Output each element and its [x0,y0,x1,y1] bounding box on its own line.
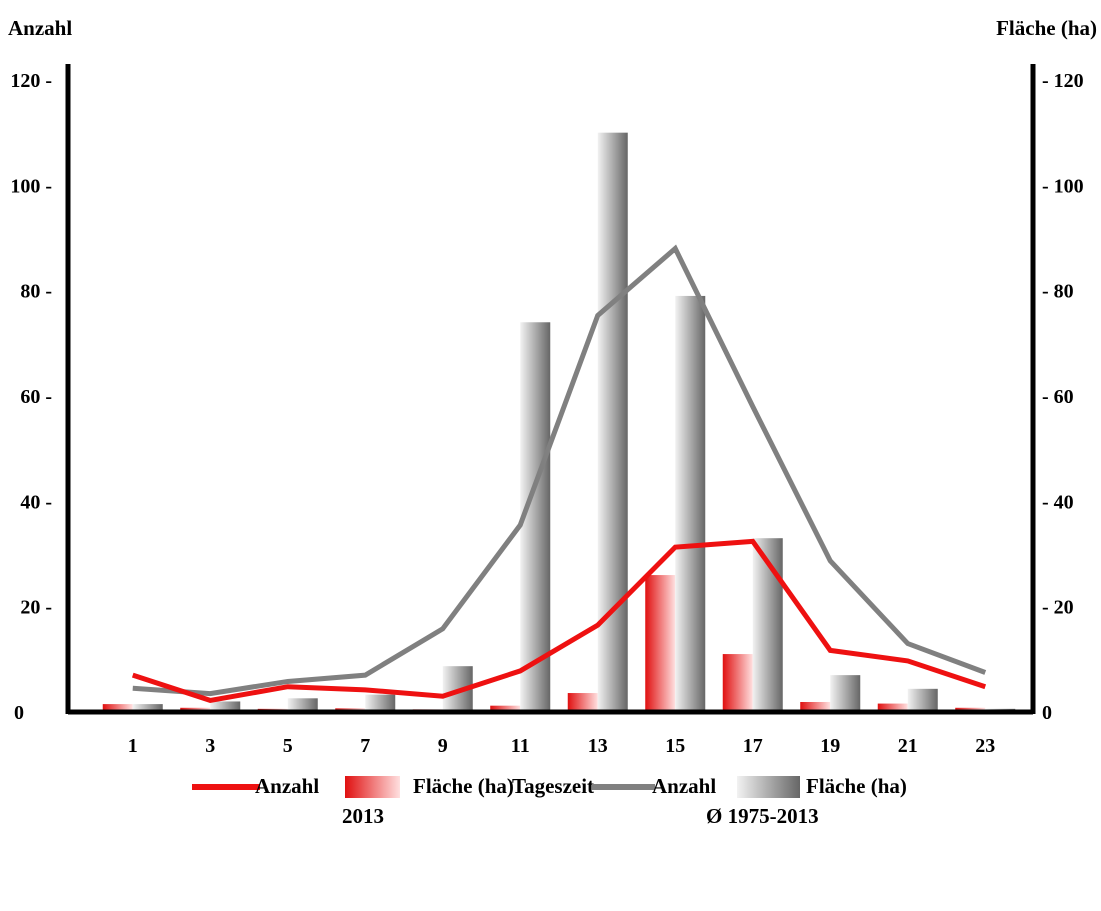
x-tick-label: 9 [438,735,448,757]
bar-flaeche-avg [132,704,163,712]
legend-label-anzahl-avg: Anzahl [652,774,717,798]
y-tick-label-right: - 100 [1042,175,1084,197]
y-tick-label-right: - 80 [1042,281,1074,303]
y-tick-label-left: 120 - [10,70,52,92]
bar-flaeche-avg [210,701,241,712]
line-anzahl-avg [132,244,987,697]
x-tick-label: 3 [205,735,215,757]
bar-flaeche-2013 [490,705,521,712]
bar-flaeche-avg [752,538,783,712]
plot-area: 0 0 20 - - 20 40 - - 40 60 - - 60 80 - - 80 100 -… [10,64,1084,757]
legend-caption-avg: Ø 1975-2013 [706,804,819,828]
y-axis-left-title: Anzahl [8,16,73,40]
x-tick-label: 1 [128,735,138,757]
y-tick-label-right: 0 [1042,702,1052,724]
x-tick-label: 19 [820,735,840,757]
bar-flaeche-avg [597,132,628,712]
bar-flaeche-2013 [567,693,598,712]
bar-flaeche-2013 [645,575,676,712]
y-axis-right-title: Fläche (ha) [996,16,1097,40]
bar-flaeche-avg [907,688,938,712]
x-axis-title: Tageszeit [512,774,595,798]
x-tick-label: 13 [588,735,608,757]
x-tick-label: 17 [743,735,763,757]
y-tick-label-left: 80 - [20,281,52,303]
y-tick-label-left: 40 - [20,491,52,513]
x-tick-label: 5 [283,735,293,757]
legend-label-flaeche-2013: Fläche (ha) [413,774,514,798]
legend-label-flaeche-avg: Fläche (ha) [806,774,907,798]
x-tick-label: 23 [975,735,995,757]
x-tick-label: 21 [898,735,918,757]
x-tick-label: 15 [665,735,685,757]
bar-flaeche-avg [675,295,706,712]
bar-flaeche-2013 [102,704,133,712]
bar-flaeche-avg [365,694,396,712]
legend-bar-avg [737,776,800,798]
y-tick-label-right: - 20 [1042,597,1074,619]
bar-flaeche-avg [287,698,318,712]
legend-caption-2013: 2013 [342,804,384,828]
x-tick-label: 11 [511,735,530,757]
line-anzahl-2013 [131,538,987,703]
bar-flaeche-avg [830,675,861,712]
legend-label-anzahl-2013: Anzahl [255,774,320,798]
y-tick-label-right: - 120 [1042,70,1084,92]
bar-flaeche-2013 [800,701,831,712]
y-tick-label-left: 20 - [20,597,52,619]
y-tick-label-left: 60 - [20,386,52,408]
bar-flaeche-2013 [877,703,908,712]
bar-flaeche-2013 [722,654,753,712]
y-tick-label-right: - 60 [1042,386,1074,408]
legend [192,776,800,798]
y-tick-label-left: 100 - [10,175,52,197]
legend-bar-2013 [345,776,400,798]
y-tick-label-left: 0 [14,702,24,724]
x-tick-label: 7 [360,735,370,757]
y-tick-label-right: - 40 [1042,491,1074,513]
